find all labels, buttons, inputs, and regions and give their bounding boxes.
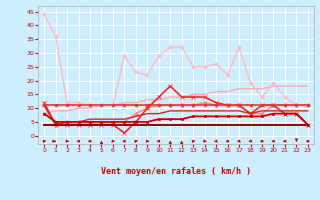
X-axis label: Vent moyen/en rafales ( km/h ): Vent moyen/en rafales ( km/h ) bbox=[101, 167, 251, 176]
